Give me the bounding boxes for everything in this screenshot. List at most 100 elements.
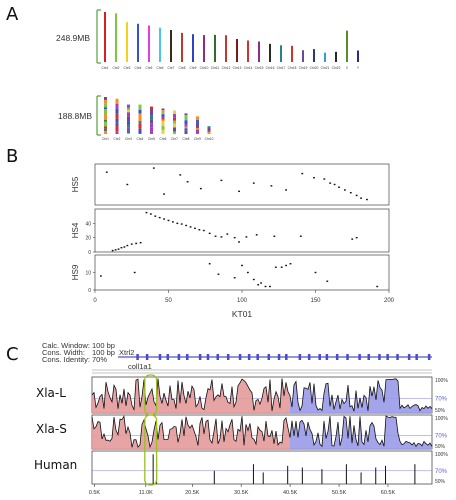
chromosome-segment (104, 103, 107, 108)
x-axis-label: KT01 (232, 309, 253, 319)
dot-point (314, 271, 317, 274)
dot-point (329, 182, 332, 184)
chromosome-segment (115, 118, 119, 123)
chromosome-bar (258, 41, 260, 62)
scale-label: 100% (435, 416, 448, 422)
chromosome-segment (104, 126, 107, 129)
dot-point (220, 236, 223, 238)
dot-point (172, 221, 174, 223)
chromosome-segment (127, 133, 130, 134)
chromosome-bar (357, 50, 359, 62)
chromosome-bar (181, 32, 183, 62)
chromosome-bar (203, 35, 205, 62)
dot-point (130, 243, 133, 245)
dot-point (154, 215, 157, 217)
dot-point (99, 275, 102, 277)
dot-point (208, 263, 211, 265)
scale-label: 70% (435, 469, 448, 475)
chromosome-bar (225, 35, 227, 62)
chromosome-segment (115, 126, 119, 132)
chromosome-segment (104, 109, 107, 115)
panel-label-a: A (6, 4, 19, 25)
x-tick-label: 0.5K (89, 490, 101, 496)
chromosome-segment (196, 127, 199, 130)
chromosome-bar (346, 30, 348, 62)
chromosome-bar (159, 27, 161, 62)
exon-mark (177, 354, 181, 360)
setting-value-width: 100 bp (92, 348, 115, 357)
dot-point (180, 223, 183, 225)
exon-mark (318, 354, 321, 360)
exon-mark (206, 354, 210, 360)
dot-point (241, 264, 243, 267)
y-tick-label: 40 (85, 221, 91, 227)
dot-point (274, 266, 277, 268)
chromosome-label: Chr1 (102, 66, 109, 70)
dot-point (344, 189, 346, 191)
chromosome-segment (138, 109, 142, 114)
chromosome-bar (302, 50, 304, 62)
chromosome-segment (138, 128, 142, 134)
x-tick-label: 0 (93, 298, 97, 304)
scale-label: 50% (435, 444, 446, 450)
exon-mark (386, 354, 389, 360)
exon-mark (367, 354, 370, 360)
chromosome-segment (161, 126, 165, 130)
chromosome-label: Chr22 (332, 66, 341, 70)
exon-mark (415, 354, 418, 360)
dot-point (238, 190, 240, 193)
chromosome-label: Chr5 (146, 66, 153, 70)
chromosome-segment (184, 115, 188, 121)
dot-point (355, 236, 358, 239)
dot-point (289, 263, 292, 265)
exon-mark (298, 354, 302, 360)
dot-point (233, 277, 236, 279)
chromosome-label: Chr19 (299, 66, 308, 70)
dot-point (133, 271, 136, 274)
chromosome-segment (127, 121, 130, 125)
dot-point (111, 249, 114, 252)
chromosome-segment (150, 123, 153, 128)
chromosome-segment (207, 131, 211, 134)
dot-point (126, 183, 129, 186)
dot-point (252, 278, 255, 281)
exon-mark (346, 354, 349, 360)
dot-point (198, 229, 201, 231)
chromosome-label: X (346, 66, 349, 70)
chromosome-label: Chr9 (190, 66, 197, 70)
x-tick-label: 50 (165, 298, 172, 304)
chromosome-label: Chr18 (288, 66, 297, 70)
chromosome-segment (104, 128, 107, 132)
exon-mark (145, 354, 149, 360)
chromosome-segment (150, 131, 153, 134)
chromosome-segment (127, 116, 130, 122)
chromosome-segment (127, 104, 130, 108)
chromosome-segment (104, 114, 107, 117)
setting-label-identity: Cons. Identity: (42, 355, 90, 364)
chromosome-label: Chr3 (124, 66, 131, 70)
exon-mark (247, 354, 251, 360)
dot-point (163, 218, 165, 220)
exon-mark (396, 354, 399, 360)
exon-mark (335, 354, 339, 360)
exon-mark (378, 354, 381, 360)
chromosome-label: Chr21 (321, 66, 330, 70)
exon-mark (198, 354, 202, 360)
dot-point (273, 235, 276, 237)
chromosome-segment (184, 113, 188, 116)
chromosome-bar (247, 40, 249, 62)
chromosome-bar (291, 45, 293, 62)
chromosome-label: Chr5 (148, 137, 155, 141)
chromosome-segment (150, 115, 153, 120)
dot-point (338, 186, 340, 188)
chromosome-segment (173, 123, 176, 128)
chromosome-segment (104, 107, 107, 110)
track-label-human: Human (34, 458, 78, 472)
chromosome-segment (150, 106, 153, 110)
dotplot-row-label: HS5 (71, 176, 80, 192)
chromosome-segment (127, 110, 130, 113)
chromosome-segment (161, 119, 165, 122)
chromosome-bar (236, 39, 238, 62)
chromosome-segment (150, 119, 153, 124)
